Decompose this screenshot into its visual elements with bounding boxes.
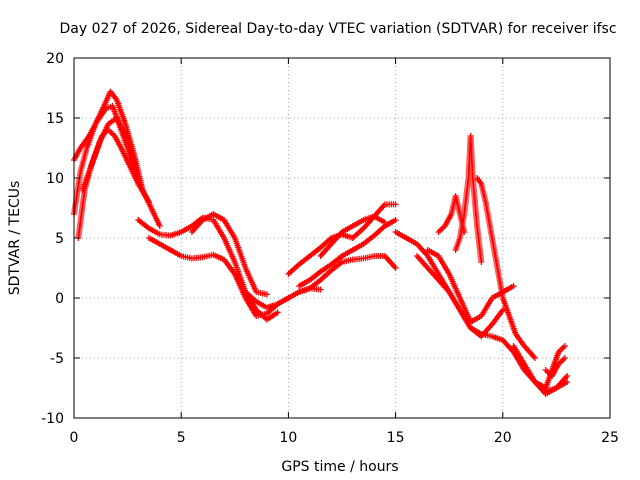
y-tick-label: -10 — [41, 411, 64, 427]
data-point — [392, 217, 399, 223]
x-tick-label: 20 — [494, 430, 512, 446]
data-point — [510, 283, 517, 289]
data-point — [564, 379, 571, 385]
series-sat-j — [296, 217, 399, 289]
series-sat-t — [531, 343, 568, 391]
x-tick-label: 15 — [387, 430, 405, 446]
series-sat-r — [474, 175, 538, 361]
series-sat-i — [285, 201, 399, 277]
x-tick-label: 25 — [601, 430, 619, 446]
x-axis-title: GPS time / hours — [281, 459, 398, 475]
y-tick-label: 15 — [46, 111, 64, 127]
series-sat-l — [296, 253, 399, 295]
data-point — [392, 201, 399, 208]
grid — [74, 58, 610, 418]
y-tick-label: 20 — [46, 51, 64, 67]
y-tick-label: 0 — [55, 291, 64, 307]
y-tick-label: 5 — [55, 231, 64, 247]
data-point — [381, 219, 388, 226]
data-point — [564, 373, 571, 379]
series-sat-e — [135, 214, 281, 323]
series-sat-n — [414, 253, 506, 340]
data-point — [274, 309, 281, 316]
data-points — [71, 88, 571, 397]
x-tick-label: 10 — [279, 430, 297, 446]
series-sat-g — [188, 211, 270, 298]
y-tick-label: 10 — [46, 171, 64, 187]
data-point — [156, 223, 163, 229]
chart-title: Day 027 of 2026, Sidereal Day-to-day VTE… — [59, 21, 616, 37]
series-sat-d — [79, 127, 153, 205]
data-point — [478, 259, 485, 265]
data-point — [317, 286, 324, 293]
data-point — [531, 355, 538, 361]
y-axis-title: SDTVAR / TECUs — [7, 181, 23, 296]
series-sat-k — [317, 213, 388, 259]
x-tick-label: 5 — [177, 430, 186, 446]
x-tick-label: 0 — [70, 430, 79, 446]
data-point — [561, 343, 568, 349]
data-point — [263, 291, 270, 298]
y-tick-label: -5 — [50, 351, 64, 367]
series-sat-u — [542, 355, 568, 379]
data-point — [561, 355, 568, 361]
series-sat-q — [452, 133, 485, 265]
data-point — [392, 265, 399, 271]
axis-ticks: 0 5 10 15 20 25 -10 -5 0 5 10 15 20 — [41, 51, 619, 446]
data-point — [146, 199, 153, 205]
series-sat-o — [424, 247, 517, 325]
